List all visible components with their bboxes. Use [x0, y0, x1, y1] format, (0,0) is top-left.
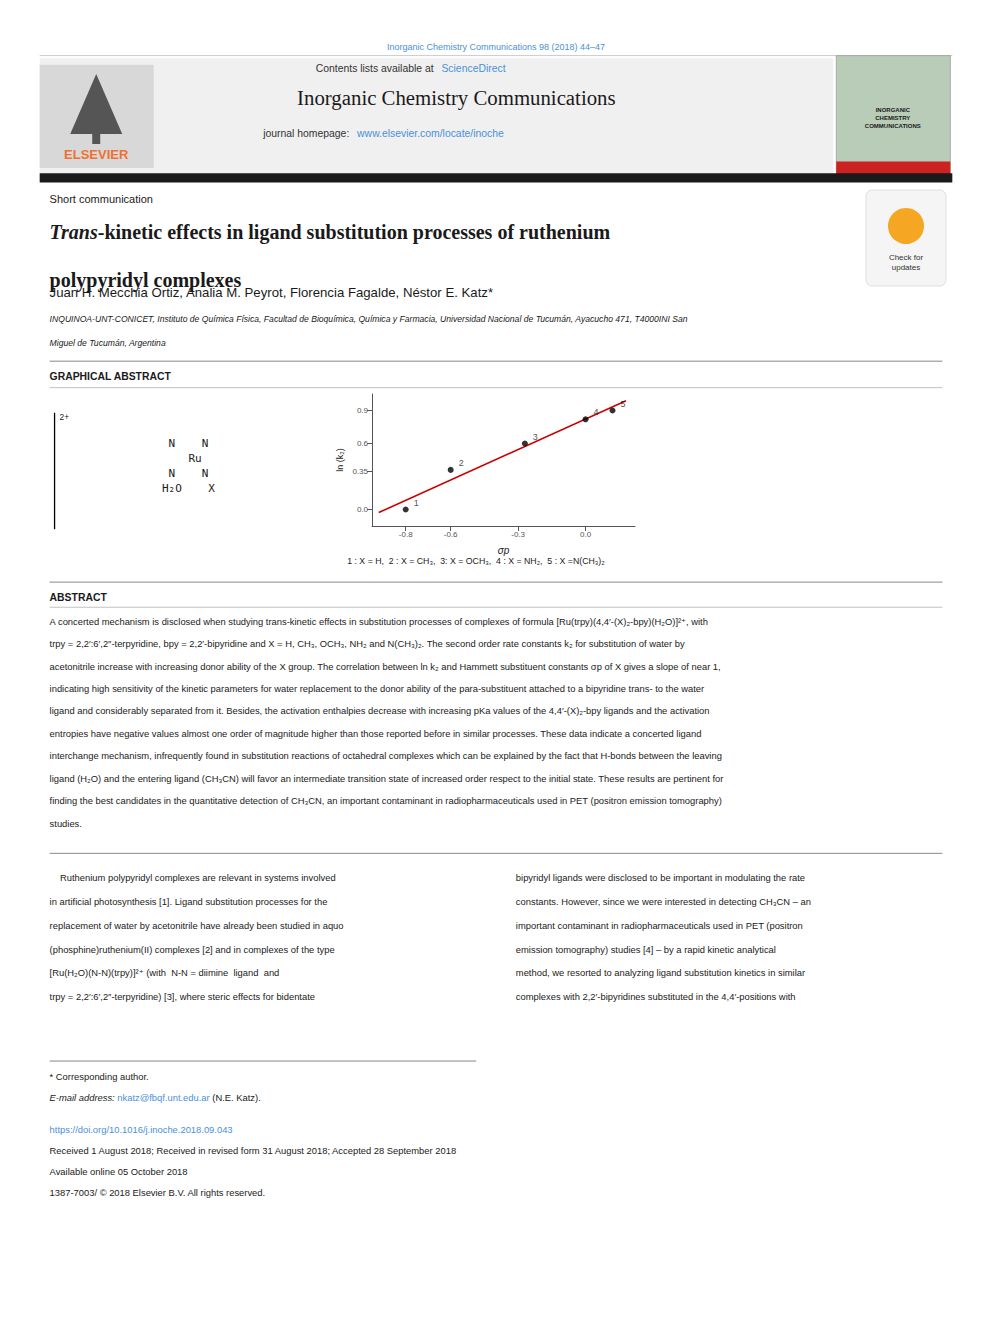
- svg-text:ABSTRACT: ABSTRACT: [50, 592, 108, 603]
- svg-text:1: 1: [414, 498, 419, 508]
- svg-text:ScienceDirect: ScienceDirect: [441, 63, 505, 74]
- svg-text:trpy = 2,2′:6′,2″-terpyridine): trpy = 2,2′:6′,2″-terpyridine) [3], wher…: [50, 991, 315, 1002]
- svg-text:COMMUNICATIONS: COMMUNICATIONS: [865, 123, 921, 129]
- svg-text:CHEMISTRY: CHEMISTRY: [875, 115, 910, 121]
- svg-text:Inorganic Chemistry Communicat: Inorganic Chemistry Communications 98 (2…: [387, 42, 605, 52]
- svg-text:constants. However, since we w: constants. However, since we were intere…: [516, 896, 811, 907]
- svg-text:N N: N N: [169, 437, 209, 450]
- svg-text:entropies have negative values: entropies have negative values almost on…: [50, 728, 702, 739]
- svg-text:0.0: 0.0: [580, 530, 592, 539]
- svg-text:nkatz@fbqf.unt.edu.ar: nkatz@fbqf.unt.edu.ar: [117, 1092, 209, 1103]
- svg-text:-0.3: -0.3: [511, 530, 525, 539]
- svg-text:journal homepage:: journal homepage:: [262, 128, 352, 139]
- svg-text:updates: updates: [892, 263, 920, 272]
- svg-text:polypyridyl complexes: polypyridyl complexes: [49, 268, 242, 291]
- svg-text:Miguel de Tucumán, Argentina: Miguel de Tucumán, Argentina: [50, 338, 166, 348]
- svg-text:INQUINOA-UNT-CONICET, Institut: INQUINOA-UNT-CONICET, Instituto de Quími…: [50, 314, 688, 324]
- svg-text:5: 5: [621, 399, 626, 409]
- svg-text:2+: 2+: [60, 412, 70, 422]
- svg-text:interchange mechanism, infrequ: interchange mechanism, infrequently foun…: [50, 750, 722, 761]
- svg-text:important contaminant in radio: important contaminant in radiopharmaceut…: [516, 920, 803, 931]
- svg-text:Inorganic Chemistry Communicat: Inorganic Chemistry Communications: [297, 86, 615, 110]
- svg-text:-0.8: -0.8: [399, 530, 413, 539]
- svg-text:H₂O X: H₂O X: [162, 482, 215, 495]
- svg-text:bipyridyl ligands were disclos: bipyridyl ligands were disclosed to be i…: [516, 872, 805, 883]
- svg-text:2: 2: [459, 458, 464, 468]
- svg-text:method, we resorted to analyzi: method, we resorted to analyzing ligand …: [516, 967, 805, 978]
- svg-text:4: 4: [594, 407, 599, 417]
- svg-text:indicating high sensitivity of: indicating high sensitivity of the kinet…: [50, 683, 705, 694]
- svg-text:www.elsevier.com/locate/inoche: www.elsevier.com/locate/inoche: [356, 128, 504, 139]
- svg-text:* Corresponding author.: * Corresponding author.: [50, 1071, 149, 1082]
- svg-text:ligand and considerably separa: ligand and considerably separated from i…: [50, 705, 710, 716]
- svg-text:3: 3: [533, 432, 538, 442]
- svg-text:0.0: 0.0: [357, 505, 369, 514]
- svg-text:https://doi.org/10.1016/j.inoc: https://doi.org/10.1016/j.inoche.2018.09…: [50, 1124, 233, 1135]
- svg-text:studies.: studies.: [50, 818, 82, 829]
- svg-text:Available online 05 October 20: Available online 05 October 2018: [50, 1166, 188, 1177]
- svg-text:N N: N N: [169, 467, 209, 480]
- svg-text:Juan H. Mecchia Ortiz, Analia: Juan H. Mecchia Ortiz, Analia M. Peyrot,…: [50, 285, 493, 300]
- svg-text:GRAPHICAL ABSTRACT: GRAPHICAL ABSTRACT: [50, 371, 172, 382]
- svg-text:-0.6: -0.6: [444, 530, 458, 539]
- svg-text:Check for: Check for: [889, 253, 924, 262]
- svg-text:trpy = 2,2′:6′,2″-terpyridine,: trpy = 2,2′:6′,2″-terpyridine, bpy = 2,2…: [50, 638, 685, 649]
- svg-text:0.35: 0.35: [352, 467, 368, 476]
- svg-text:in artificial photosynthesis [: in artificial photosynthesis [1]. Ligand…: [50, 896, 328, 907]
- svg-text:complexes with 2,2′-bipyridine: complexes with 2,2′-bipyridines substitu…: [516, 991, 796, 1002]
- svg-text:σp: σp: [498, 545, 510, 556]
- svg-text:-kinetic effects in ligand sub: -kinetic effects in ligand substitution …: [98, 221, 611, 244]
- svg-text:Ruthenium polypyridyl complexe: Ruthenium polypyridyl complexes are rele…: [50, 872, 336, 883]
- svg-text:Trans: Trans: [50, 221, 98, 243]
- svg-text:replacement of water by aceton: replacement of water by acetonitrile hav…: [50, 920, 344, 931]
- svg-text:[Ru(H₂O)(N-N)(trpy)]²⁺ (with: [Ru(H₂O)(N-N)(trpy)]²⁺ (with N-N = diimi…: [50, 967, 280, 978]
- svg-text:A concerted mechanism is discl: A concerted mechanism is disclosed when …: [50, 616, 708, 627]
- svg-text:ligand (H₂O) and the entering: ligand (H₂O) and the entering ligand (CH…: [50, 773, 724, 784]
- svg-text:1387-7003/ © 2018 Elsevier B.V: 1387-7003/ © 2018 Elsevier B.V. All righ…: [50, 1187, 266, 1198]
- svg-text:Contents lists available at: Contents lists available at: [316, 63, 437, 74]
- svg-text:E-mail address:: E-mail address:: [50, 1092, 118, 1103]
- svg-text:1 : X = H, 2 : X = CH₃, 3: X: 1 : X = H, 2 : X = CH₃, 3: X = OCH₃, 4 :…: [347, 556, 604, 566]
- svg-text:ELSEVIER: ELSEVIER: [64, 147, 129, 162]
- svg-text:(phosphine)ruthenium(II) compl: (phosphine)ruthenium(II) complexes [2] a…: [50, 944, 335, 955]
- svg-text:0.6: 0.6: [357, 439, 369, 448]
- svg-text:0.9: 0.9: [357, 406, 369, 415]
- svg-text:Received 1 August 2018; Receiv: Received 1 August 2018; Received in revi…: [50, 1145, 457, 1156]
- svg-text:ln (k₂): ln (k₂): [335, 448, 345, 472]
- svg-text:emission tomography) studies [: emission tomography) studies [4] – by a …: [516, 944, 776, 955]
- svg-text:finding the best candidates in: finding the best candidates in the quant…: [50, 795, 722, 806]
- svg-text:Ru: Ru: [175, 452, 202, 465]
- svg-text:INORGANIC: INORGANIC: [876, 107, 911, 113]
- svg-text:(N.E. Katz).: (N.E. Katz).: [210, 1092, 261, 1103]
- svg-text:Short communication: Short communication: [50, 193, 153, 205]
- svg-text:acetonitrile increase with inc: acetonitrile increase with increasing do…: [50, 661, 721, 672]
